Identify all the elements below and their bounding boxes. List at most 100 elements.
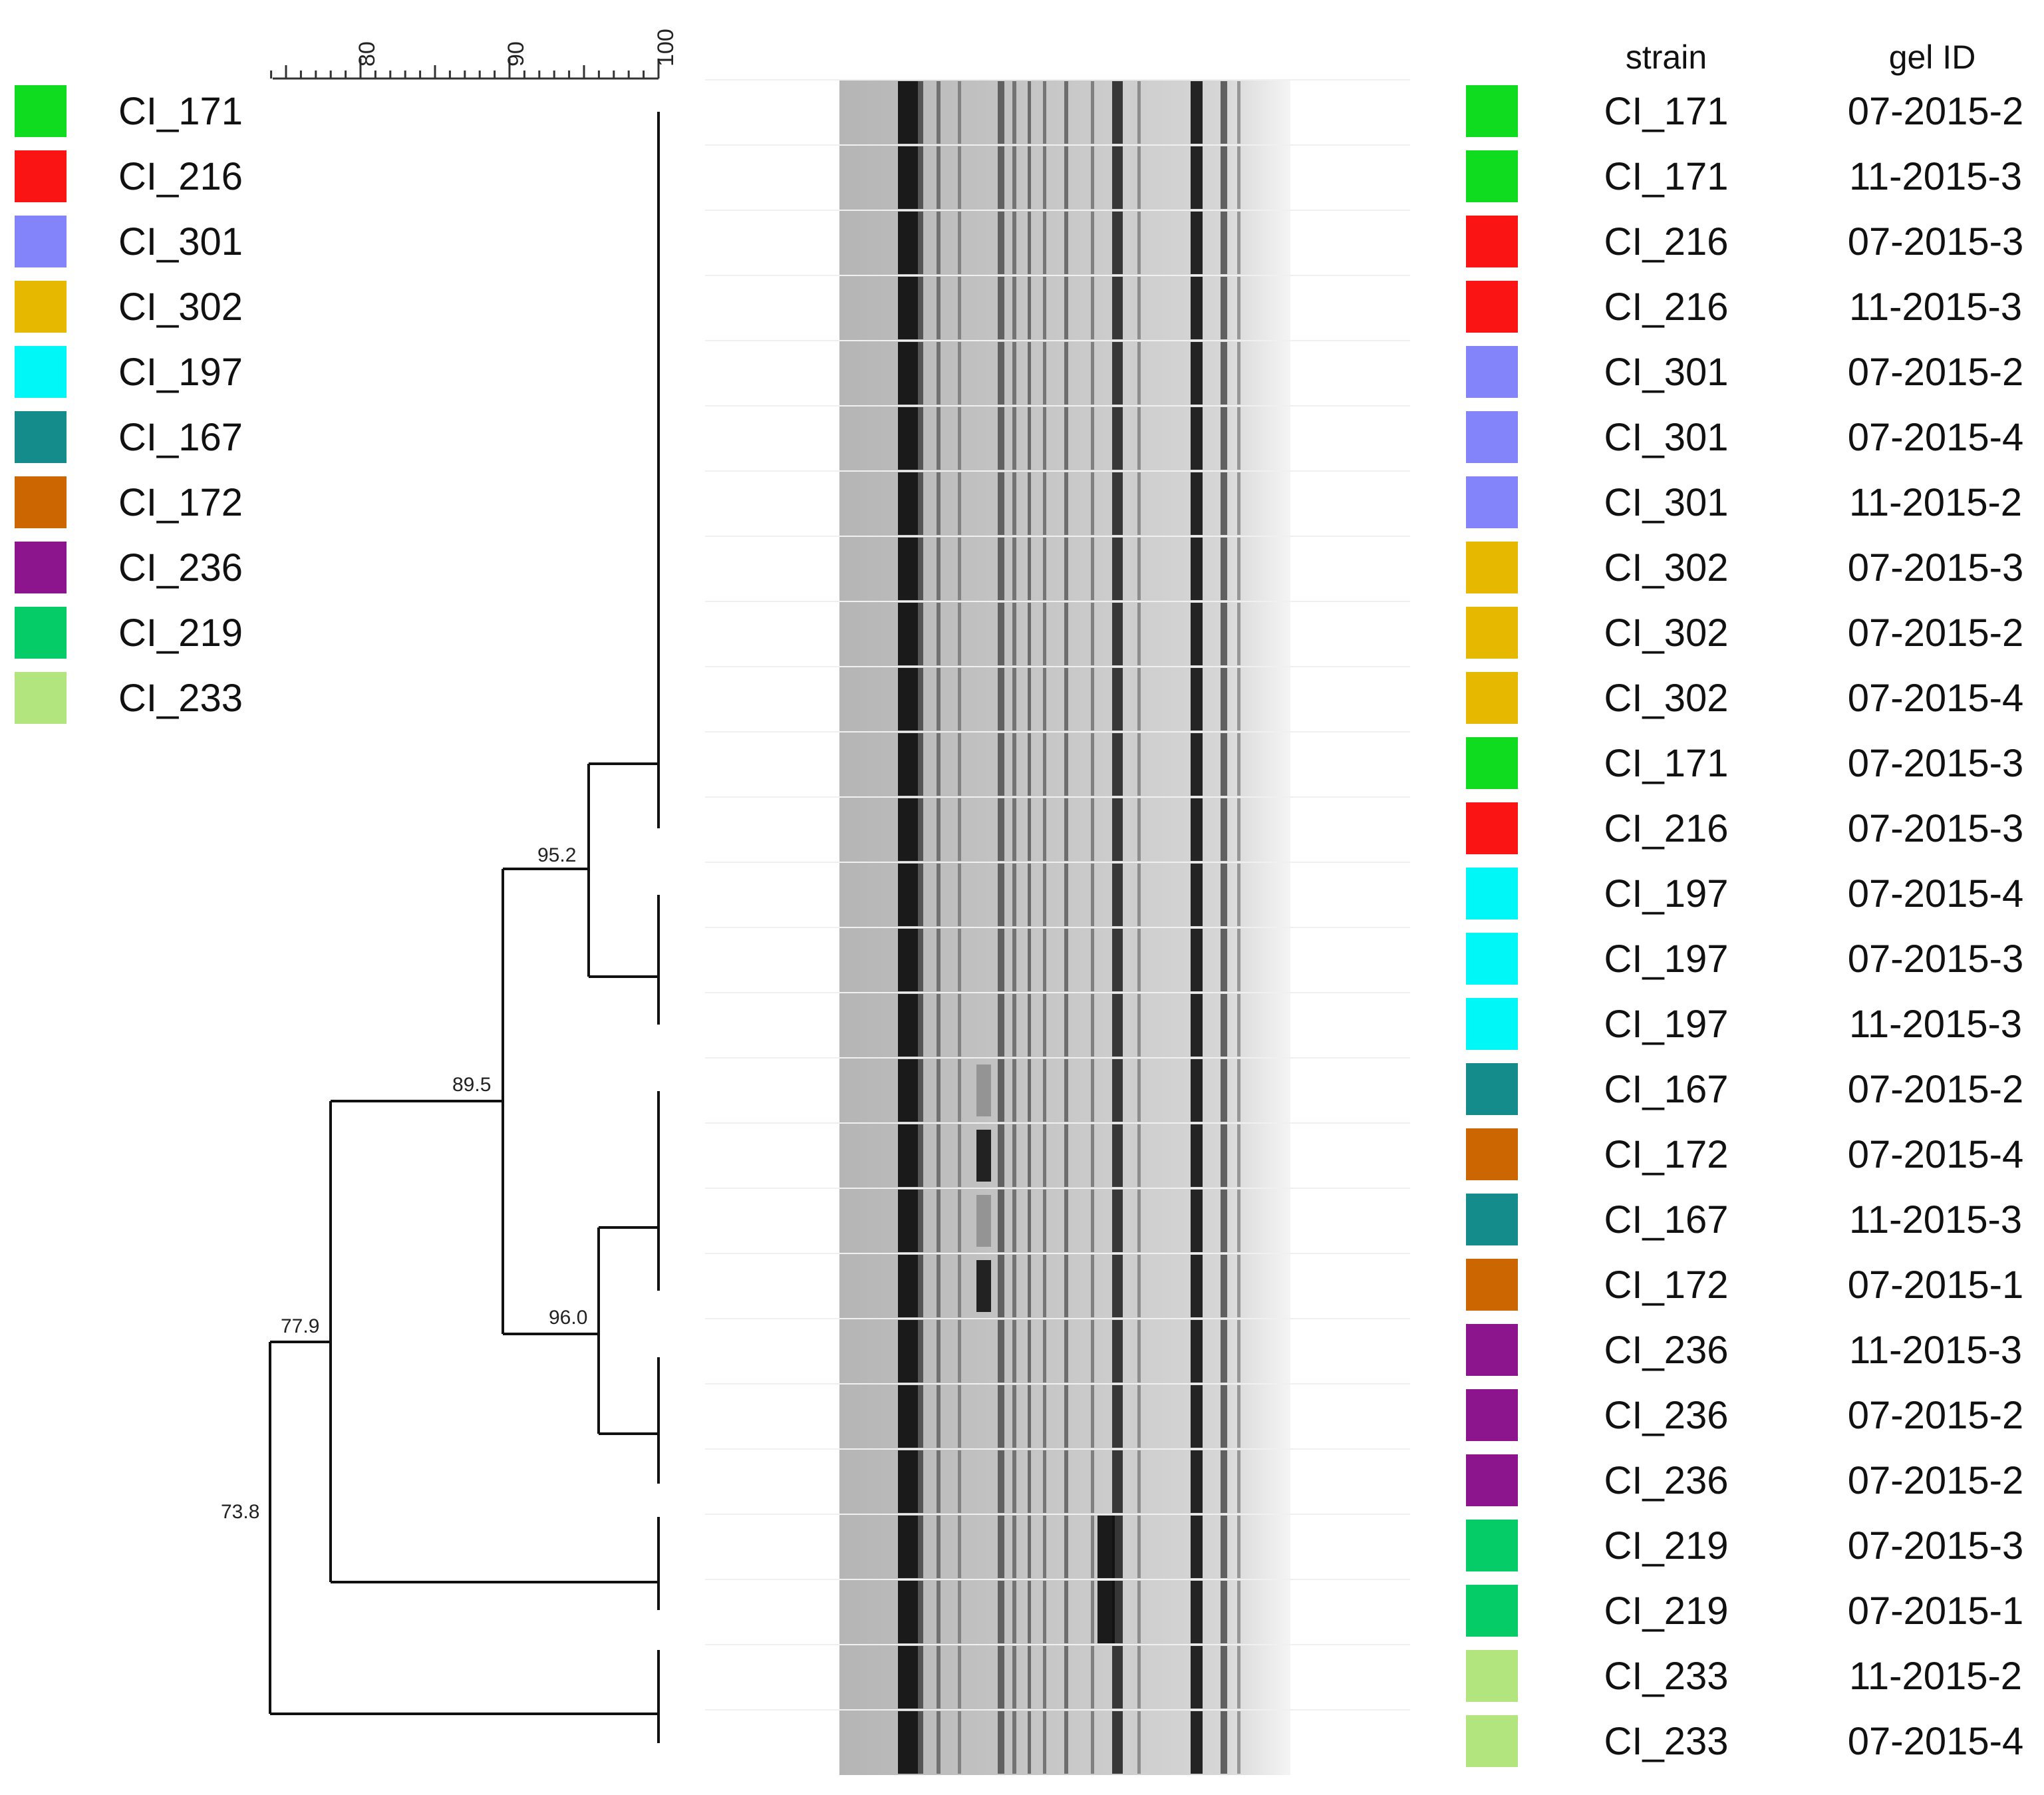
gel-band — [1012, 1190, 1016, 1252]
gel-band — [1112, 1450, 1123, 1513]
gel-band — [958, 472, 961, 535]
legend-label: CI_219 — [118, 611, 243, 655]
gel-band — [937, 668, 941, 731]
gel-band — [898, 146, 918, 209]
gel-band — [937, 146, 941, 209]
gel-band — [1091, 1059, 1094, 1122]
gel-band — [1112, 798, 1123, 861]
gel-band — [1237, 1255, 1241, 1317]
table-swatch — [1466, 281, 1518, 333]
gel-band — [1043, 603, 1046, 665]
gel-band — [1043, 1320, 1046, 1383]
gel-band — [898, 603, 918, 665]
gel-band — [1064, 81, 1068, 144]
gel-band — [1012, 407, 1016, 470]
table-gel-id: 11-2015-3 — [1849, 1198, 2022, 1241]
gel-band — [1091, 1516, 1094, 1578]
gel-band — [918, 1124, 923, 1187]
gel-band — [1237, 733, 1241, 796]
gel-band — [1221, 994, 1227, 1057]
gel-band — [1064, 472, 1068, 535]
table-strain: CI_197 — [1604, 1003, 1728, 1046]
gel-band — [1191, 668, 1203, 731]
gel-band — [1221, 1385, 1227, 1448]
gel-band — [1028, 603, 1031, 665]
gel-band — [937, 1320, 941, 1383]
gel-band — [1137, 1255, 1141, 1317]
gel-band — [1043, 798, 1046, 861]
gel-band — [1091, 1255, 1094, 1317]
gel-band — [1137, 1581, 1141, 1643]
gel-band — [1112, 1124, 1123, 1187]
scale-ticks — [270, 59, 660, 79]
gel-band — [1191, 1581, 1203, 1643]
table-swatch — [1466, 542, 1518, 593]
gel-band — [1112, 277, 1123, 339]
gel-band — [937, 1059, 941, 1122]
table-gel-id: 07-2015-4 — [1848, 677, 2023, 720]
gel-band — [1137, 798, 1141, 861]
gel-band — [1221, 1581, 1227, 1643]
table-swatch — [1466, 672, 1518, 724]
gel-band — [998, 277, 1004, 339]
legend-swatch — [15, 672, 67, 724]
gel-band — [1028, 212, 1031, 274]
gel-band — [998, 1450, 1004, 1513]
gel-band — [918, 1711, 923, 1774]
table-gel-id: 07-2015-2 — [1848, 90, 2023, 133]
table-strain: CI_197 — [1604, 937, 1728, 981]
gel-band — [1043, 1450, 1046, 1513]
gel-band — [1112, 1385, 1123, 1448]
gel-band — [1237, 1516, 1241, 1578]
gel-band — [1137, 929, 1141, 991]
gel-band — [1064, 212, 1068, 274]
table-strain: CI_302 — [1604, 677, 1728, 720]
gel-band — [1237, 1124, 1241, 1187]
gel-band — [1221, 668, 1227, 731]
table-swatch — [1466, 216, 1518, 267]
table-strain: CI_216 — [1604, 220, 1728, 263]
gel-band — [1043, 1059, 1046, 1122]
gel-band — [1112, 538, 1123, 600]
table-gel-id: 07-2015-1 — [1848, 1263, 2023, 1307]
gel-band — [898, 864, 918, 926]
gel-band — [1091, 1385, 1094, 1448]
gel-band — [1191, 1711, 1203, 1774]
gel-band — [1237, 277, 1241, 339]
gel-band — [1221, 1124, 1227, 1187]
gel-band — [958, 733, 961, 796]
gel-band — [1237, 212, 1241, 274]
table-gel-id: 07-2015-3 — [1848, 742, 2023, 785]
legend-label: CI_233 — [118, 677, 243, 720]
gel-band — [998, 1711, 1004, 1774]
gel-band-variant — [1097, 1516, 1115, 1578]
table-gel-id: 07-2015-4 — [1848, 1133, 2023, 1176]
gel-band — [937, 1385, 941, 1448]
gel-band — [998, 1190, 1004, 1252]
gel-band — [958, 668, 961, 731]
gel-band — [1221, 1646, 1227, 1709]
gel-band — [1028, 994, 1031, 1057]
gel-band — [1191, 994, 1203, 1057]
gel-band — [1012, 212, 1016, 274]
gel-band — [1012, 603, 1016, 665]
gel-band — [1137, 1711, 1141, 1774]
gel-band — [958, 212, 961, 274]
gel-band — [1064, 538, 1068, 600]
gel-band — [1237, 603, 1241, 665]
gel-band — [918, 668, 923, 731]
gel-band — [1191, 929, 1203, 991]
gel-band — [898, 929, 918, 991]
gel-band — [1043, 1255, 1046, 1317]
gel-band — [1237, 1190, 1241, 1252]
gel-band — [918, 472, 923, 535]
gel-band — [898, 342, 918, 405]
gel-band — [1028, 1124, 1031, 1187]
gel-band — [937, 1581, 941, 1643]
gel-band — [1221, 1255, 1227, 1317]
table-swatch — [1466, 476, 1518, 528]
gel-band — [937, 798, 941, 861]
table-gel-id: 07-2015-3 — [1848, 937, 2023, 981]
table-swatch — [1466, 1324, 1518, 1376]
legend-swatch — [15, 476, 67, 528]
